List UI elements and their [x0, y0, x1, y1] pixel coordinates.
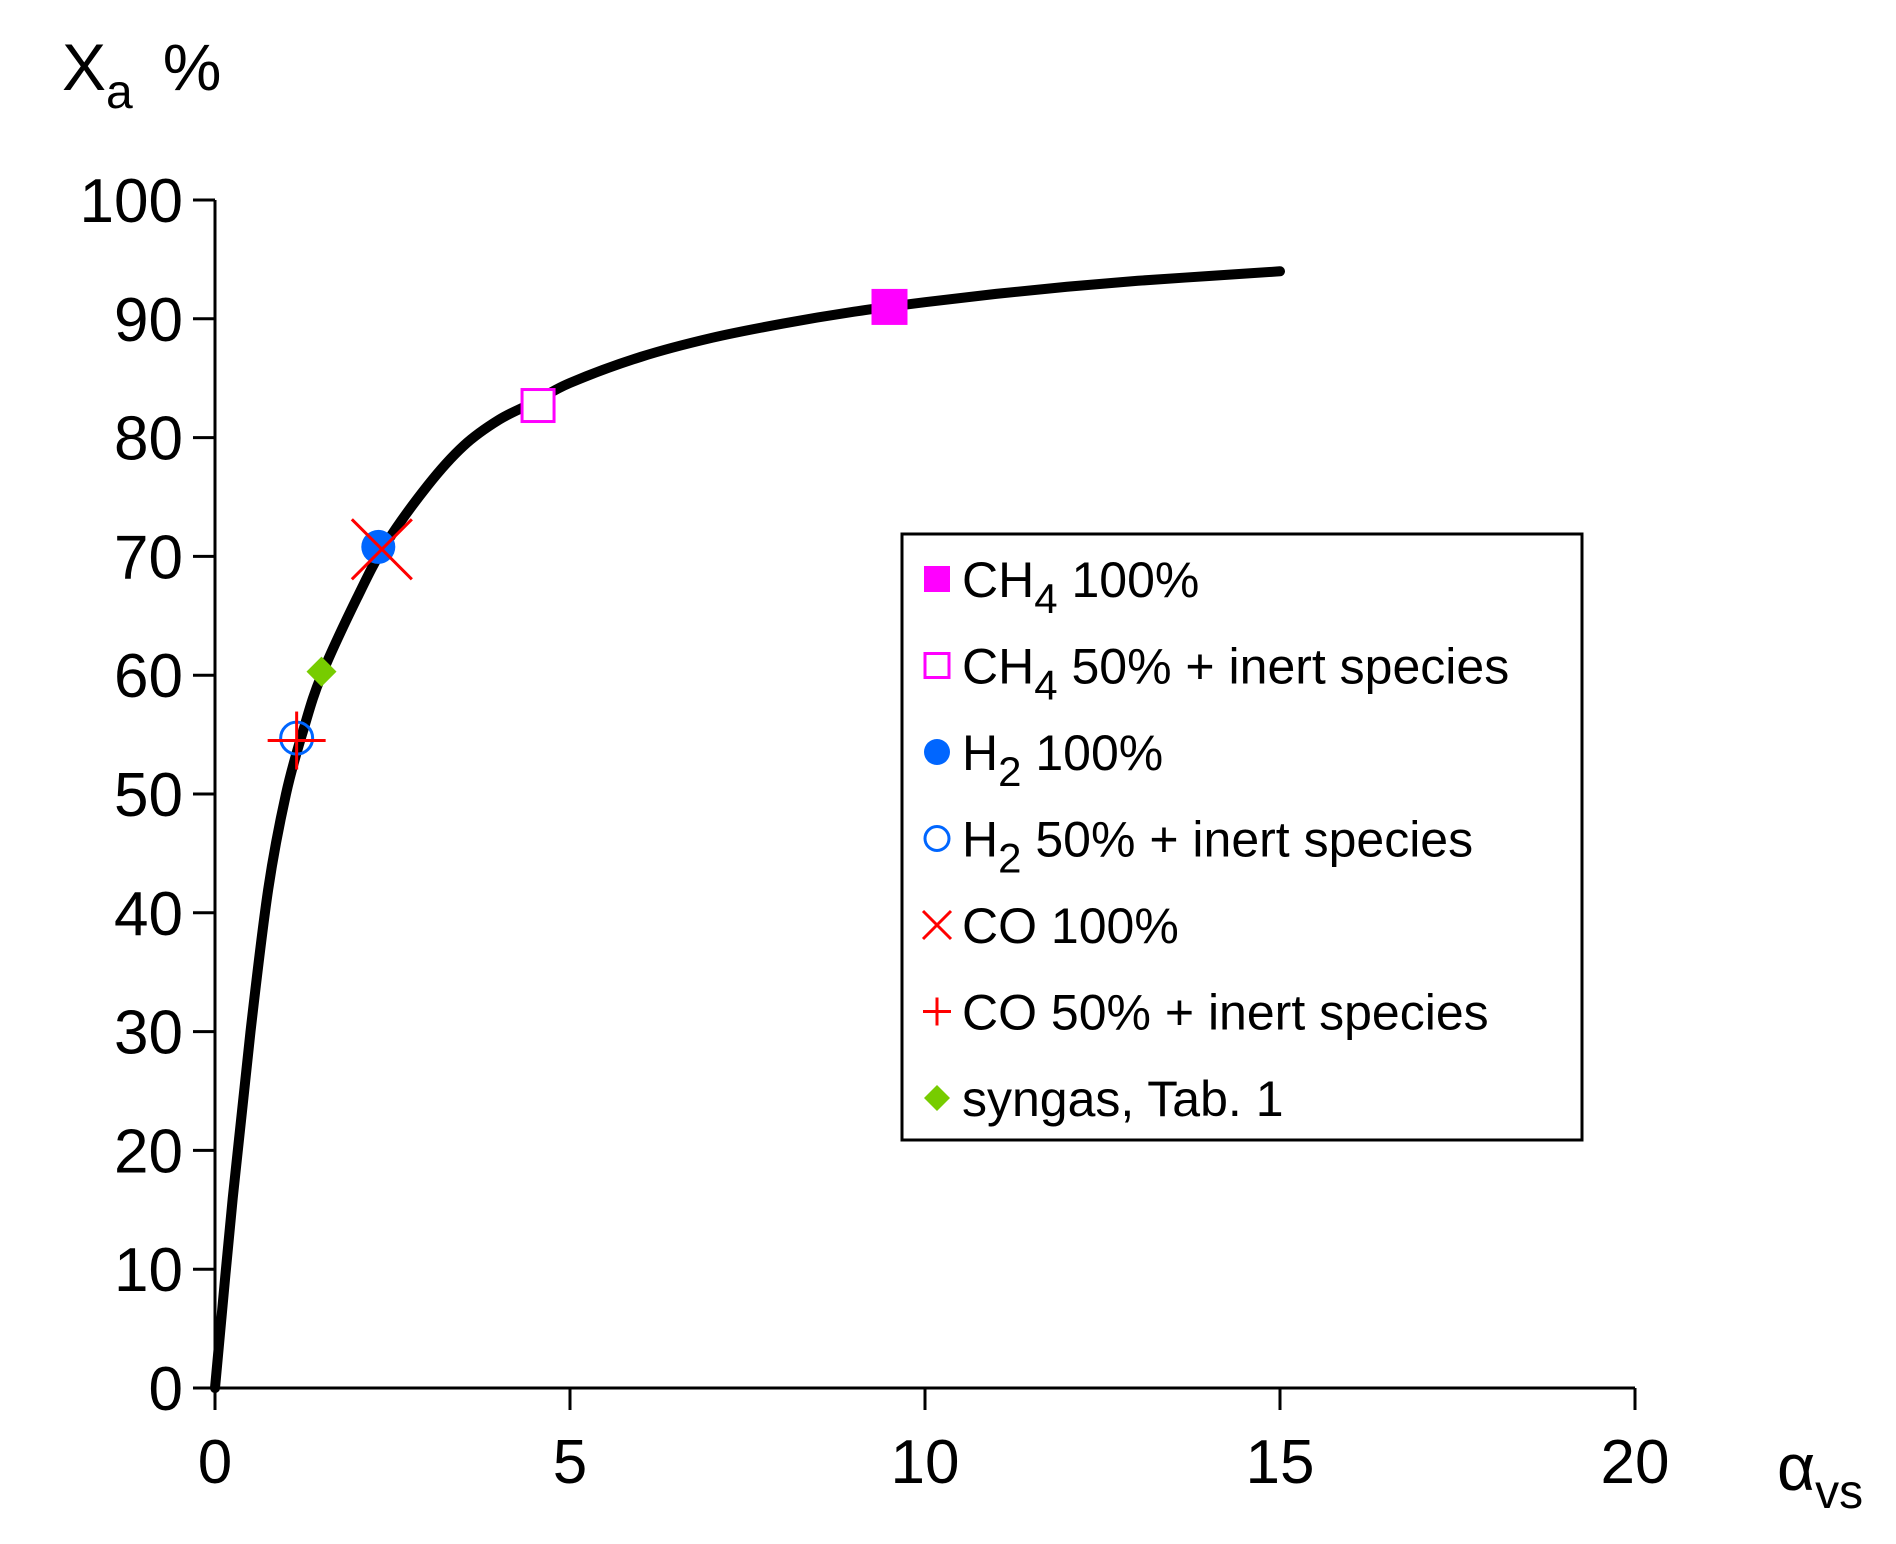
legend-label-4: CO 100% — [962, 898, 1179, 954]
legend-marker-2-shape — [924, 739, 950, 765]
y-tick-label: 70 — [114, 523, 183, 592]
x-tick-label: 15 — [1246, 1428, 1315, 1497]
legend-marker-0-shape — [924, 566, 950, 592]
legend-label-3: H2 50% + inert species — [962, 812, 1473, 882]
legend-label-sub: 2 — [998, 748, 1021, 795]
legend-label-2: H2 100% — [962, 725, 1163, 795]
legend-marker-6-shape — [924, 1085, 950, 1111]
legend-marker-2 — [924, 739, 950, 765]
y-tick-label: 10 — [114, 1236, 183, 1305]
data-point-5 — [267, 711, 326, 770]
legend-label-sub: 4 — [1034, 662, 1057, 709]
legend-label-1: CH4 50% + inert species — [962, 639, 1509, 709]
legend-marker-0 — [924, 566, 950, 592]
y-tick-label: 60 — [114, 642, 183, 711]
legend-label-5: CO 50% + inert species — [962, 985, 1489, 1041]
legend-marker-3-shape — [923, 825, 951, 852]
axes: 0 10 20 30 40 50 60 70 80 90 100 0 5 10 15 20 — [80, 167, 1670, 1497]
legend-marker-6 — [924, 1085, 950, 1111]
y-tick-label: 90 — [114, 286, 183, 355]
data-point-0-shape — [871, 288, 908, 325]
legend-marker-1-shape — [923, 652, 951, 679]
data-point-6-shape — [306, 656, 337, 687]
legend-label-sub: 4 — [1034, 575, 1057, 622]
y-tick-label: 30 — [114, 999, 183, 1068]
data-point-4-stroke-b — [350, 518, 413, 581]
legend-label-main: H — [962, 812, 998, 868]
legend-label-main: syngas, Tab. 1 — [962, 1071, 1284, 1127]
data-point-0 — [871, 288, 908, 325]
legend-label-rest: 50% + inert species — [1021, 812, 1473, 868]
legend-label-main: CH — [962, 639, 1034, 695]
x-axis-title: αvs — [1777, 1430, 1863, 1519]
y-tick-label: 80 — [114, 405, 183, 474]
legend-label-6: syngas, Tab. 1 — [962, 1071, 1284, 1127]
x-axis-title-main: α — [1777, 1430, 1815, 1504]
legend-label-sub: 2 — [998, 835, 1021, 882]
x-tick-label: 0 — [198, 1428, 232, 1497]
y-tick-label: 40 — [114, 880, 183, 949]
y-axis-title-sub: a — [106, 66, 133, 119]
data-point-1-shape — [520, 388, 556, 424]
legend-label-rest: 100% — [1021, 725, 1163, 781]
y-axis-title-main: X — [62, 30, 106, 104]
legend-box — [900, 532, 1584, 1142]
data-point-1 — [520, 388, 556, 424]
legend-label-rest: 100% — [1058, 552, 1200, 608]
x-tick-label: 10 — [891, 1428, 960, 1497]
legend-label-main: CH — [962, 552, 1034, 608]
legend-label-main: H — [962, 725, 998, 781]
data-point-6 — [306, 656, 337, 687]
y-tick-label: 100 — [80, 167, 183, 236]
legend-label-main: CO 50% + inert species — [962, 985, 1489, 1041]
y-tick-label: 0 — [149, 1355, 183, 1424]
markers-layer — [267, 288, 908, 770]
legend-label-0: CH4 100% — [962, 552, 1199, 622]
y-tick-label: 20 — [114, 1117, 183, 1186]
data-point-4 — [350, 518, 413, 581]
legend-label-rest: 50% + inert species — [1058, 639, 1510, 695]
x-tick-label: 5 — [553, 1428, 587, 1497]
legend-marker-3 — [923, 825, 951, 852]
legend-label-main: CO 100% — [962, 898, 1179, 954]
legend-marker-4-stroke-b — [921, 909, 953, 941]
model-curve — [210, 266, 1285, 1393]
y-tick-label: 50 — [114, 761, 183, 830]
curve-layer — [210, 266, 1285, 1393]
x-axis-title-sub: vs — [1815, 1466, 1863, 1519]
y-axis-title: Xa% — [62, 30, 221, 119]
y-axis-title-unit: % — [163, 30, 222, 104]
legend-marker-4 — [921, 909, 953, 941]
x-tick-label: 20 — [1601, 1428, 1670, 1497]
legend-marker-1 — [923, 652, 951, 679]
legend-marker-5 — [923, 997, 951, 1026]
